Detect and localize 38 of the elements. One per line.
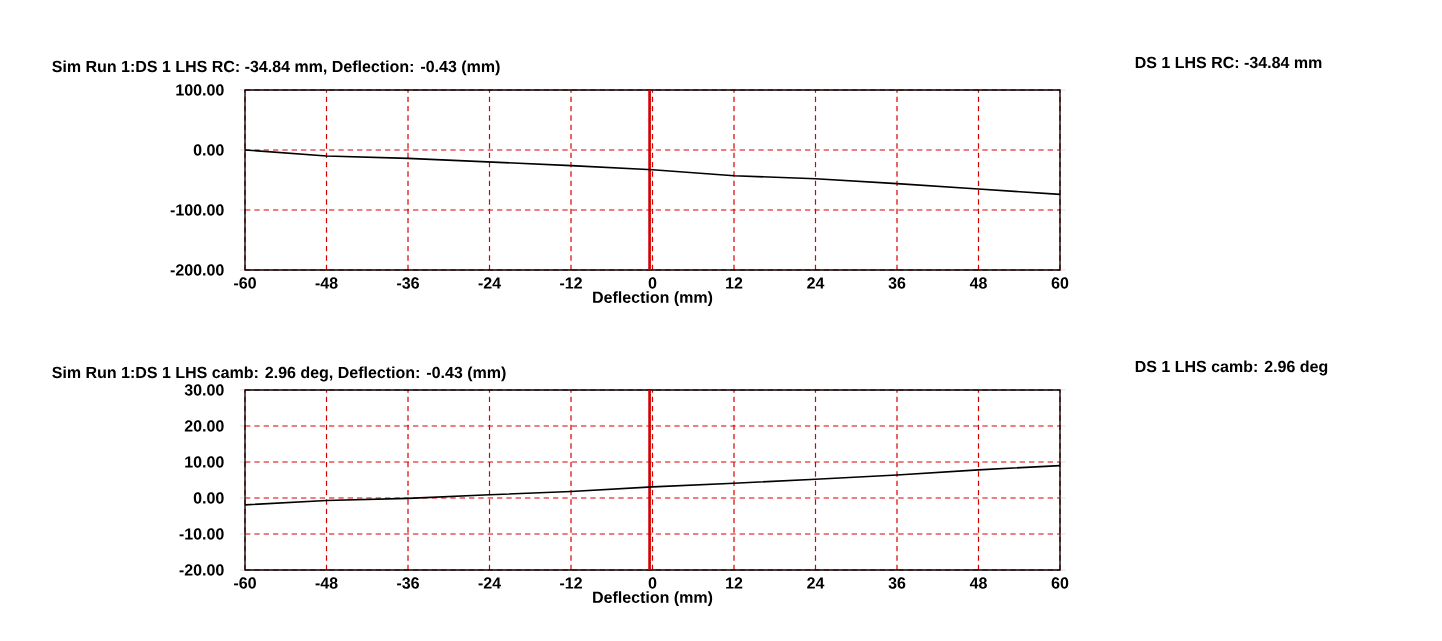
y-tick-label: -10.00 <box>179 528 224 540</box>
x-tick-label: -24 <box>478 277 501 289</box>
x-axis-title: Deflection (mm) <box>593 291 713 307</box>
x-tick-label: -36 <box>397 577 419 589</box>
x-tick-label: 0 <box>648 577 657 589</box>
y-tick-label: 100.00 <box>176 84 224 96</box>
y-tick-label: -20.00 <box>179 564 224 576</box>
x-tick-label: 36 <box>888 577 906 589</box>
chart-title: Sim Run 1:DS 1 LHS RC: -34.84 mm, Deflection: -0.43 (mm) <box>52 60 500 76</box>
x-tick-label: 60 <box>1051 577 1069 589</box>
x-tick-label: -60 <box>234 277 256 289</box>
text: DS 1 LHS camb: 2.96 deg <box>1135 360 1328 376</box>
y-tick-label: 0.00 <box>193 492 224 504</box>
x-tick-label: 48 <box>969 277 987 289</box>
y-tick-label: 10.00 <box>185 456 224 468</box>
x-tick-label: 24 <box>807 277 825 289</box>
x-tick-label: -12 <box>560 577 582 589</box>
x-tick-label: -24 <box>478 577 501 589</box>
x-tick-label: 48 <box>969 577 987 589</box>
x-tick-label: -12 <box>560 277 582 289</box>
y-tick-label: -100.00 <box>170 204 224 216</box>
x-tick-label: -36 <box>397 277 419 289</box>
x-tick-label: 12 <box>726 577 743 589</box>
x-tick-label: -48 <box>315 577 338 589</box>
x-tick-label: 60 <box>1051 277 1069 289</box>
x-tick-label: 12 <box>726 277 743 289</box>
x-tick-label: 0 <box>648 277 657 289</box>
x-tick-label: 36 <box>888 277 906 289</box>
y-tick-label: 0.00 <box>193 144 224 156</box>
x-axis-title: Deflection (mm) <box>593 591 713 607</box>
x-tick-label: 24 <box>807 577 825 589</box>
y-tick-label: 20.00 <box>184 420 224 432</box>
x-tick-label: -48 <box>315 277 338 289</box>
x-tick-label: -60 <box>234 577 256 589</box>
chart-title: Sim Run 1:DS 1 LHS camb: 2.96 deg, Deflection: -0.43 (mm) <box>52 366 506 382</box>
y-tick-label: 30.00 <box>184 384 224 396</box>
y-tick-label: -200.00 <box>170 264 224 276</box>
text: DS 1 LHS RC: -34.84 mm <box>1135 56 1322 69</box>
